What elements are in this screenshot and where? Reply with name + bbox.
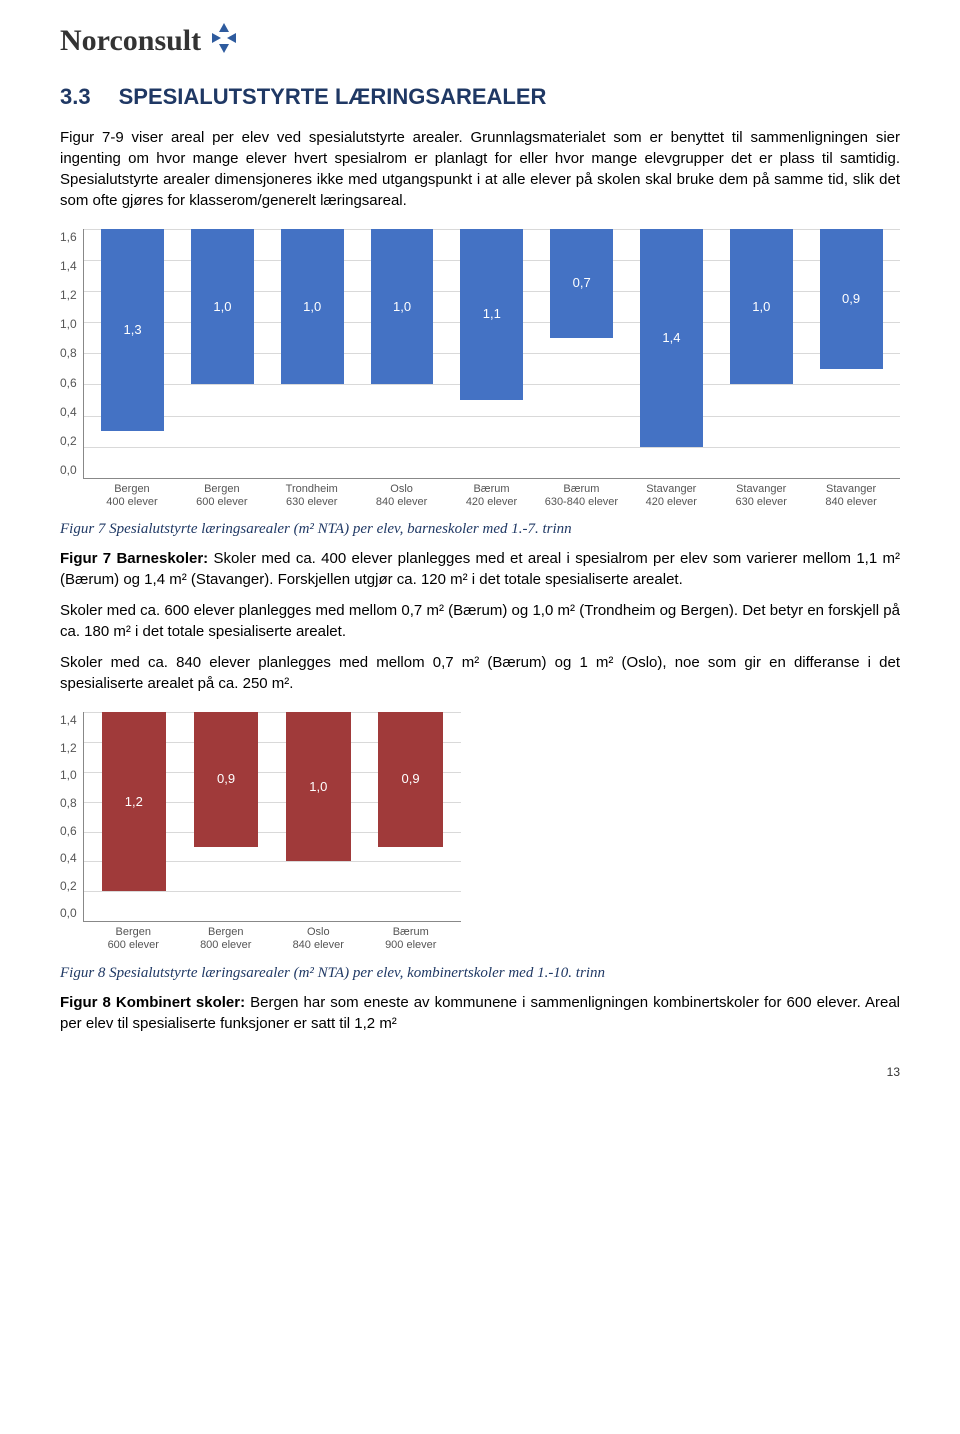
chart-7: 1,61,41,21,00,80,60,40,20,01,31,01,01,01… xyxy=(60,229,900,509)
xtick-label: Oslo840 elever xyxy=(357,483,447,509)
ytick-label: 0,6 xyxy=(60,823,77,840)
ytick-label: 0,0 xyxy=(60,905,77,922)
ytick-label: 1,4 xyxy=(60,258,77,275)
ytick-label: 0,4 xyxy=(60,404,77,421)
chart-yaxis: 1,4 1,2 1,0 0,8 0,6 0,4 0,2 0,0 xyxy=(60,712,83,922)
xtick-label: Bærum900 elever xyxy=(365,926,458,952)
ytick-label: 1,2 xyxy=(60,740,77,757)
chart-bar: 1,2 xyxy=(102,712,167,891)
ytick-label: 0,0 xyxy=(60,462,77,479)
ytick-label: 1,6 xyxy=(60,229,77,246)
chart-plot: 1,2 0,9 1,0 0,9 xyxy=(83,712,461,922)
bar-slot: 1,0 xyxy=(357,229,447,478)
logo-text: Norconsult xyxy=(60,20,201,62)
ytick-label: 0,6 xyxy=(60,375,77,392)
ytick-label: 0,2 xyxy=(60,878,77,895)
bar-value-label: 1,0 xyxy=(752,298,770,316)
chart-bar: 1,3 xyxy=(101,229,164,431)
chart-8-xaxis: Bergen600 eleverBergen800 eleverOslo840 … xyxy=(83,926,461,952)
bar-value-label: 0,9 xyxy=(217,770,235,788)
section-title: SPESIALUTSTYRTE LÆRINGSAREALER xyxy=(119,84,547,109)
bar-value-label: 0,7 xyxy=(573,274,591,292)
xtick-label: Bergen600 elever xyxy=(177,483,267,509)
xtick-label: Oslo840 elever xyxy=(272,926,365,952)
chart-yaxis: 1,6 1,4 1,2 1,0 0,8 0,6 0,4 0,2 0,0 xyxy=(60,229,83,479)
xtick-label: Stavanger630 elever xyxy=(716,483,806,509)
xtick-label: Bærum630-840 elever xyxy=(536,483,626,509)
paragraph-fig8: Figur 8 Kombinert skoler: Bergen har som… xyxy=(60,992,900,1034)
paragraph-fig7-b: Skoler med ca. 600 elever planlegges med… xyxy=(60,600,900,642)
bar-value-label: 1,1 xyxy=(483,305,501,323)
chart-bar: 1,0 xyxy=(286,712,351,861)
bar-value-label: 1,2 xyxy=(125,793,143,811)
bar-value-label: 1,4 xyxy=(662,329,680,347)
xtick-label: Stavanger420 elever xyxy=(626,483,716,509)
chart-bar: 0,9 xyxy=(378,712,443,846)
ytick-label: 0,2 xyxy=(60,433,77,450)
chart-bar: 0,9 xyxy=(820,229,883,369)
bar-slot: 1,1 xyxy=(447,229,537,478)
ytick-label: 0,8 xyxy=(60,345,77,362)
logo: Norconsult xyxy=(60,20,900,62)
chart-bar: 0,7 xyxy=(550,229,613,338)
ytick-label: 1,4 xyxy=(60,712,77,729)
chart-bar: 1,0 xyxy=(191,229,254,385)
chart-bar: 0,9 xyxy=(194,712,259,846)
chart-bar: 1,1 xyxy=(460,229,523,400)
page-number: 13 xyxy=(60,1064,900,1081)
paragraph-fig7-a-lead: Figur 7 Barneskoler: xyxy=(60,550,208,567)
paragraph-fig7-c: Skoler med ca. 840 elever planlegges med… xyxy=(60,652,900,694)
xtick-label: Bergen600 elever xyxy=(87,926,180,952)
ytick-label: 1,0 xyxy=(60,316,77,333)
chart-bar: 1,4 xyxy=(640,229,703,447)
paragraph-intro: Figur 7-9 viser areal per elev ved spesi… xyxy=(60,127,900,211)
bar-value-label: 1,3 xyxy=(124,321,142,339)
xtick-label: Bergen400 elever xyxy=(87,483,177,509)
bar-slot: 1,3 xyxy=(88,229,178,478)
bar-slot: 1,0 xyxy=(716,229,806,478)
xtick-label: Stavanger840 elever xyxy=(806,483,896,509)
ytick-label: 0,8 xyxy=(60,795,77,812)
chart-8: 1,4 1,2 1,0 0,8 0,6 0,4 0,2 0,0 1,2 0,9 1,0 0,9 Ber… xyxy=(60,712,900,952)
paragraph-fig7-a: Figur 7 Barneskoler: Skoler med ca. 400 … xyxy=(60,548,900,590)
chart-bar: 1,0 xyxy=(730,229,793,385)
bar-value-label: 0,9 xyxy=(842,290,860,308)
logo-icon xyxy=(207,21,241,61)
bar-slot: 0,7 xyxy=(537,229,627,478)
bar-slot: 0,9 xyxy=(180,712,272,921)
chart-7-xaxis: Bergen400 eleverBergen600 eleverTrondhei… xyxy=(83,483,900,509)
bar-slot: 1,0 xyxy=(272,712,364,921)
paragraph-fig8-lead: Figur 8 Kombinert skoler: xyxy=(60,994,245,1011)
bar-slot: 1,4 xyxy=(627,229,717,478)
chart-bar: 1,0 xyxy=(371,229,434,385)
section-number: 3.3 xyxy=(60,84,91,109)
ytick-label: 0,4 xyxy=(60,850,77,867)
bar-value-label: 1,0 xyxy=(213,298,231,316)
bar-value-label: 0,9 xyxy=(402,770,420,788)
bar-slot: 1,2 xyxy=(88,712,180,921)
bar-value-label: 1,0 xyxy=(309,778,327,796)
chart-plot: 1,3 1,0 1,0 1,0 1,1 0,7 1,4 1,0 0,9 xyxy=(83,229,900,479)
section-heading: 3.3 SPESIALUTSTYRTE LÆRINGSAREALER xyxy=(60,82,900,113)
bar-slot: 0,9 xyxy=(364,712,456,921)
bar-value-label: 1,0 xyxy=(393,298,411,316)
figure-8-caption: Figur 8 Spesialutstyrte læringsarealer (… xyxy=(60,963,900,984)
ytick-label: 1,0 xyxy=(60,767,77,784)
bar-slot: 1,0 xyxy=(267,229,357,478)
bar-value-label: 1,0 xyxy=(303,298,321,316)
xtick-label: Bergen800 elever xyxy=(180,926,273,952)
bar-slot: 1,0 xyxy=(178,229,268,478)
ytick-label: 1,2 xyxy=(60,287,77,304)
figure-7-caption: Figur 7 Spesialutstyrte læringsarealer (… xyxy=(60,519,900,540)
bar-slot: 0,9 xyxy=(806,229,896,478)
xtick-label: Bærum420 elever xyxy=(447,483,537,509)
chart-bar: 1,0 xyxy=(281,229,344,385)
xtick-label: Trondheim630 elever xyxy=(267,483,357,509)
